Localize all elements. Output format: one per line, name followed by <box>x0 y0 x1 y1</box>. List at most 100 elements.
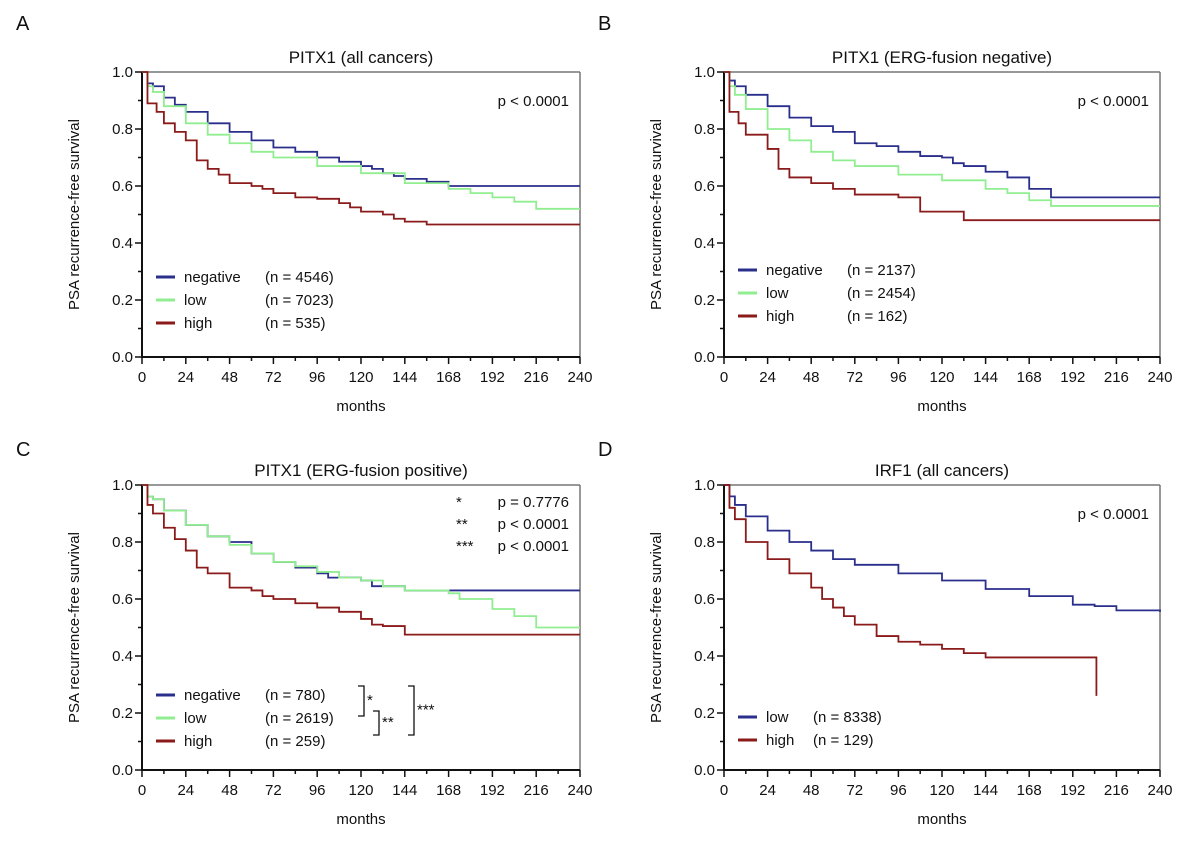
x-tick-label: 0 <box>138 782 146 799</box>
p-value: p = 0.7776 <box>498 494 569 511</box>
x-tick-label: 144 <box>392 782 417 799</box>
y-tick-label: 0.4 <box>694 648 715 665</box>
x-axis-label: months <box>336 398 385 415</box>
x-tick-label: 192 <box>1060 369 1085 386</box>
chart-title: IRF1 (all cancers) <box>875 461 1009 480</box>
y-tick-label: 0.6 <box>694 591 715 608</box>
x-tick-label: 120 <box>929 782 954 799</box>
legend-n: (n = 4546) <box>265 269 334 286</box>
x-axis-label: months <box>336 811 385 828</box>
legend-label: low <box>184 292 207 309</box>
x-tick-label: 48 <box>803 782 820 799</box>
y-tick-label: 0.0 <box>112 349 133 366</box>
y-axis-label: PSA recurrence-free survival <box>648 119 665 310</box>
y-tick-label: 0.8 <box>112 121 133 138</box>
bracket-star: * <box>367 692 373 709</box>
p-value: p < 0.0001 <box>1078 506 1149 523</box>
legend-label: high <box>184 733 212 750</box>
y-tick-label: 0.8 <box>694 121 715 138</box>
x-tick-label: 72 <box>846 369 863 386</box>
legend-label: low <box>766 285 789 302</box>
p-value-star: * <box>456 494 462 511</box>
x-tick-label: 192 <box>480 782 505 799</box>
p-value: p < 0.0001 <box>498 516 569 533</box>
y-tick-label: 0.0 <box>694 762 715 779</box>
x-tick-label: 0 <box>138 369 146 386</box>
x-tick-label: 144 <box>392 369 417 386</box>
legend-label: high <box>766 732 794 749</box>
x-tick-label: 168 <box>436 782 461 799</box>
legend-n: (n = 8338) <box>813 709 882 726</box>
x-tick-label: 144 <box>973 782 998 799</box>
p-value: p < 0.0001 <box>1078 93 1149 110</box>
x-tick-label: 96 <box>309 369 326 386</box>
significance-bracket <box>358 685 365 717</box>
x-tick-label: 120 <box>348 369 373 386</box>
x-tick-label: 96 <box>890 782 907 799</box>
y-tick-label: 0.2 <box>694 705 715 722</box>
series-line-low <box>142 71 580 210</box>
legend-label: negative <box>184 269 241 286</box>
series-line-high <box>142 484 580 636</box>
legend-label: high <box>184 315 212 332</box>
x-tick-label: 168 <box>1017 369 1042 386</box>
y-tick-label: 0.6 <box>694 178 715 195</box>
legend-n: (n = 162) <box>847 308 907 325</box>
p-value-star: ** <box>456 516 468 533</box>
chart-title: PITX1 (ERG-fusion positive) <box>254 461 468 480</box>
y-tick-label: 0.2 <box>112 705 133 722</box>
chart-title: PITX1 (all cancers) <box>289 48 434 67</box>
legend-n: (n = 2454) <box>847 285 916 302</box>
p-value: p < 0.0001 <box>498 93 569 110</box>
x-tick-label: 216 <box>1104 782 1129 799</box>
y-tick-label: 0.8 <box>694 534 715 551</box>
legend-label: low <box>766 709 789 726</box>
legend-n: (n = 780) <box>265 687 325 704</box>
significance-bracket <box>373 710 380 736</box>
x-tick-label: 120 <box>929 369 954 386</box>
p-value: p < 0.0001 <box>498 538 569 555</box>
legend-label: negative <box>184 687 241 704</box>
x-tick-label: 48 <box>803 369 820 386</box>
x-tick-label: 168 <box>436 369 461 386</box>
y-tick-label: 0.2 <box>694 292 715 309</box>
x-tick-label: 72 <box>265 782 282 799</box>
legend-n: (n = 7023) <box>265 292 334 309</box>
y-tick-label: 0.2 <box>112 292 133 309</box>
x-tick-label: 192 <box>1060 782 1085 799</box>
panel-b: B PITX1 (ERG-fusion negative) 0 24 48 72 96 120… <box>598 13 1173 415</box>
panel-label: D <box>598 439 612 461</box>
x-tick-label: 0 <box>720 782 728 799</box>
series-line-negative <box>142 71 580 187</box>
series-line-low <box>724 484 1161 612</box>
x-tick-label: 96 <box>309 782 326 799</box>
y-tick-label: 0.4 <box>112 648 133 665</box>
x-tick-label: 0 <box>720 369 728 386</box>
legend-label: low <box>184 710 207 727</box>
panel-c: C PITX1 (ERG-fusion positive) 0 24 48 72 96 120… <box>16 439 593 828</box>
y-tick-label: 0.4 <box>694 235 715 252</box>
y-tick-label: 0.4 <box>112 235 133 252</box>
series-line-low <box>724 71 1160 207</box>
significance-bracket <box>408 685 415 736</box>
x-tick-label: 216 <box>524 782 549 799</box>
x-tick-label: 48 <box>221 369 238 386</box>
panel-d: D IRF1 (all cancers) 0 24 48 72 96 120 144 168 192… <box>598 439 1173 828</box>
legend-n: (n = 129) <box>813 732 873 749</box>
panel-label: B <box>598 13 611 35</box>
legend-n: (n = 535) <box>265 315 325 332</box>
x-tick-label: 240 <box>567 782 592 799</box>
y-tick-label: 0.0 <box>112 762 133 779</box>
x-tick-label: 72 <box>846 782 863 799</box>
chart-title: PITX1 (ERG-fusion negative) <box>832 48 1052 67</box>
panel-a: A PITX1 (all cancers) 0 24 48 72 96 120 144 168 19… <box>16 13 593 415</box>
y-tick-label: 0.8 <box>112 534 133 551</box>
bracket-star: *** <box>417 702 435 719</box>
legend-n: (n = 259) <box>265 733 325 750</box>
x-tick-label: 144 <box>973 369 998 386</box>
x-tick-label: 24 <box>177 782 194 799</box>
x-tick-label: 240 <box>1147 782 1172 799</box>
series-line-high <box>724 484 1098 696</box>
x-axis-label: months <box>917 811 966 828</box>
